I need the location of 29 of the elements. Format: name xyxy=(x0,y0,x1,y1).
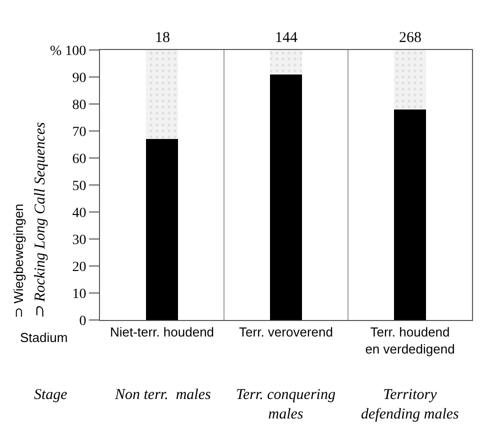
x-tick-label: Terr. houdend en verdedigend xyxy=(365,324,455,356)
x-tick-label: Niet-terr. houdend xyxy=(110,324,214,340)
y-tick-label: 20 xyxy=(72,260,86,275)
text: Territory defending males xyxy=(361,387,460,422)
bar xyxy=(394,50,426,110)
bar xyxy=(394,109,426,320)
y-tick-label: 80 xyxy=(72,98,86,113)
y-axis-title: ⊃ Wiegbewegingen ⊃ Rocking Long Call Sequences xyxy=(11,122,48,318)
x-tick-label: Terr. veroverend xyxy=(239,324,333,340)
y-tick-label: 30 xyxy=(72,232,86,248)
bar xyxy=(270,50,302,74)
bar xyxy=(146,139,178,320)
text: 144 xyxy=(275,30,298,46)
text: 268 xyxy=(399,30,422,46)
y-tick-label: 10 xyxy=(72,286,86,302)
text: Terr. conquering males xyxy=(236,387,336,422)
y-tick-label: 0 xyxy=(79,314,86,329)
y-tick-label: 60 xyxy=(72,152,86,167)
bar xyxy=(270,74,302,320)
y-tick-label: % 100 xyxy=(50,44,86,59)
y-tick-label: 40 xyxy=(72,206,86,221)
text: 18 xyxy=(155,30,170,46)
text: Stage xyxy=(34,387,68,403)
y-tick-label: 50 xyxy=(72,178,86,194)
y-tick-label: 90 xyxy=(72,70,86,86)
text: Stadium xyxy=(20,330,68,345)
bar xyxy=(146,50,178,140)
y-tick-label: 70 xyxy=(72,124,86,140)
text: Non terr. males xyxy=(114,387,211,403)
